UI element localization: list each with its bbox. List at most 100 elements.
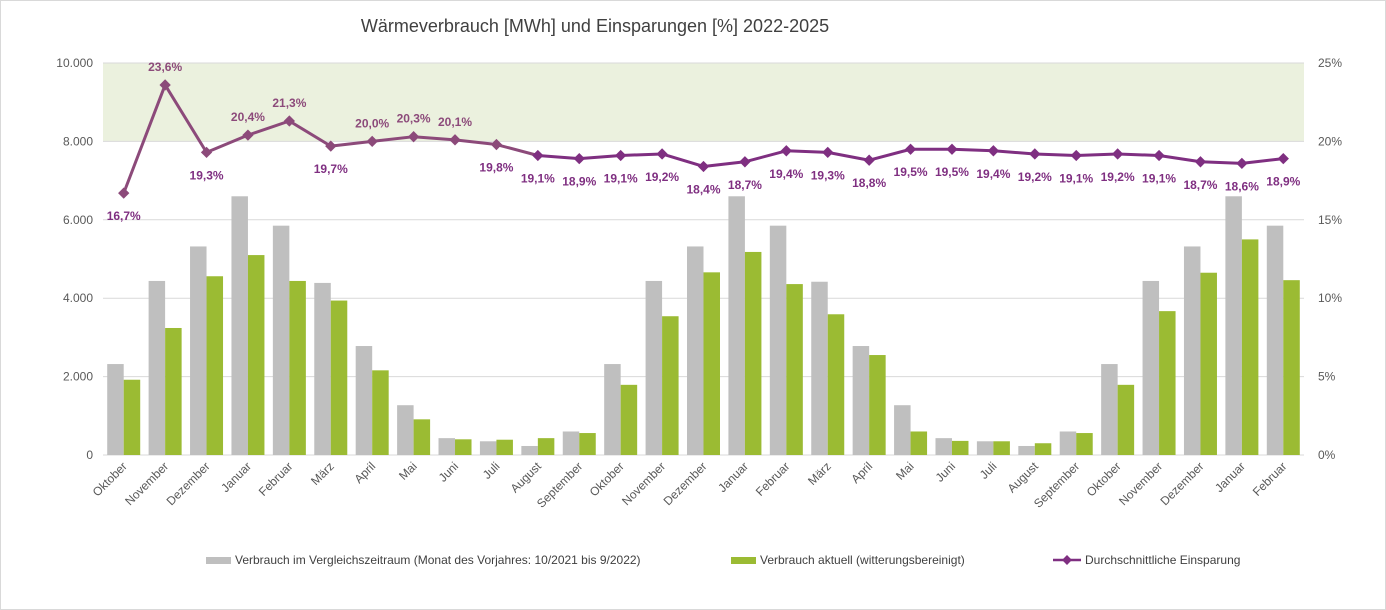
savings-point: [407, 131, 420, 143]
x-tick-label: November: [619, 459, 668, 508]
bar-current: [1034, 443, 1052, 455]
savings-point: [366, 135, 378, 148]
right-tick-label: 20%: [1318, 134, 1342, 148]
x-tick-label: Mai: [893, 459, 917, 483]
legend-current-swatch: [731, 556, 756, 564]
bar-baseline: [687, 246, 704, 455]
legend-baseline: Verbrauch im Vergleichszeitraum (Monat d…: [206, 553, 641, 567]
bar-baseline: [1059, 431, 1077, 455]
savings-line-segment: [494, 143, 540, 158]
right-tick-label: 15%: [1318, 213, 1342, 227]
x-tick-label: Februar: [753, 459, 793, 499]
savings-data-label: 18,7%: [1183, 178, 1217, 192]
legend-current-label: Verbrauch aktuell (witterungsbereinigt): [760, 553, 965, 567]
savings-data-label: 19,1%: [1059, 172, 1093, 186]
savings-data-label: 18,6%: [1225, 179, 1259, 193]
legend-savings-swatch: [1053, 555, 1081, 565]
bar-baseline: [1101, 364, 1118, 455]
x-tick-label: Mai: [396, 459, 420, 483]
bar-current: [579, 433, 596, 455]
x-tick-label: Dezember: [1158, 459, 1207, 508]
right-tick-label: 10%: [1318, 291, 1342, 305]
bar-current: [869, 355, 886, 455]
x-tick-label: November: [1116, 459, 1165, 508]
savings-data-label: 19,8%: [479, 161, 513, 175]
savings-line-segment: [577, 154, 623, 161]
bar-current: [247, 255, 265, 455]
savings-data-label: 19,2%: [645, 170, 679, 184]
bar-current: [206, 276, 224, 455]
bar-current: [372, 370, 389, 455]
savings-line-segment: [370, 135, 416, 143]
savings-data-label: 19,4%: [976, 167, 1010, 181]
savings-data-label: 19,7%: [314, 162, 348, 176]
savings-point: [863, 154, 875, 166]
bar-current: [1241, 239, 1259, 455]
savings-data-label: 19,2%: [1101, 170, 1135, 184]
left-axis: 0 2.000 4.000 6.000 8.000 10.000: [56, 56, 93, 462]
savings-point: [490, 138, 503, 151]
legend-baseline-label: Verbrauch im Vergleichszeitraum (Monat d…: [235, 553, 641, 567]
left-tick-label: 8.000: [63, 134, 93, 148]
bar-current: [1200, 272, 1217, 455]
bar-current: [455, 439, 472, 455]
savings-line-segment: [329, 139, 374, 148]
bar-current: [993, 441, 1010, 455]
savings-point: [1029, 148, 1041, 160]
savings-data-label: 19,5%: [935, 165, 969, 179]
savings-point: [656, 148, 668, 160]
savings-data-label: 19,2%: [1018, 170, 1052, 184]
x-tick-label: April: [848, 459, 875, 486]
left-tick-label: 0: [86, 448, 93, 462]
savings-line-segment: [1157, 154, 1202, 164]
savings-line-segment: [660, 152, 705, 168]
chart-title: Wärmeverbrauch [MWh] und Einsparungen [%…: [360, 16, 830, 36]
savings-line-segment: [205, 133, 250, 154]
bar-baseline: [148, 280, 166, 455]
savings-line-segment: [246, 119, 291, 137]
bar-current: [786, 284, 803, 455]
savings-line-segment: [453, 138, 498, 147]
savings-line-segment: [122, 83, 167, 195]
x-tick-label: Dezember: [164, 459, 213, 508]
savings-point: [946, 143, 958, 155]
x-tick-label: März: [805, 459, 834, 488]
savings-line-segment: [1240, 157, 1285, 165]
savings-line-segment: [991, 149, 1037, 156]
x-tick-label: Februar: [256, 459, 296, 499]
x-tick-label: Januar: [218, 459, 254, 495]
bar-baseline: [1225, 196, 1242, 455]
savings-line-segment: [1033, 152, 1078, 158]
x-tick-label: Dezember: [661, 459, 710, 508]
left-tick-label: 4.000: [63, 291, 93, 305]
bar-baseline: [314, 282, 331, 455]
bar-current: [744, 251, 762, 455]
legend-savings: Durchschnittliche Einsparung: [1053, 553, 1240, 567]
bar-baseline: [811, 281, 828, 455]
bar-current: [703, 272, 720, 455]
bar-current: [1283, 280, 1300, 455]
bar-current: [537, 438, 555, 455]
bar-baseline: [1018, 445, 1035, 455]
savings-line-segment: [702, 160, 747, 168]
savings-data-label: 18,4%: [686, 182, 720, 196]
savings-point: [449, 134, 461, 146]
savings-point: [1111, 148, 1124, 160]
bar-current: [662, 316, 679, 455]
bar-current: [165, 327, 182, 455]
left-tick-label: 2.000: [63, 370, 93, 384]
x-tick-label: Februar: [1250, 459, 1290, 499]
savings-data-label: 19,1%: [1142, 172, 1176, 186]
bar-current: [910, 431, 928, 455]
savings-data-label: 21,3%: [272, 96, 306, 110]
savings-line-segment: [163, 83, 209, 154]
savings-line-segment: [1198, 160, 1244, 165]
bar-baseline: [1142, 280, 1160, 455]
bar-current: [827, 314, 845, 455]
bar-current: [951, 440, 969, 455]
bar-baseline: [231, 196, 248, 455]
savings-line-segment: [287, 119, 333, 148]
savings-point: [904, 143, 917, 155]
x-tick-label: November: [122, 459, 171, 508]
